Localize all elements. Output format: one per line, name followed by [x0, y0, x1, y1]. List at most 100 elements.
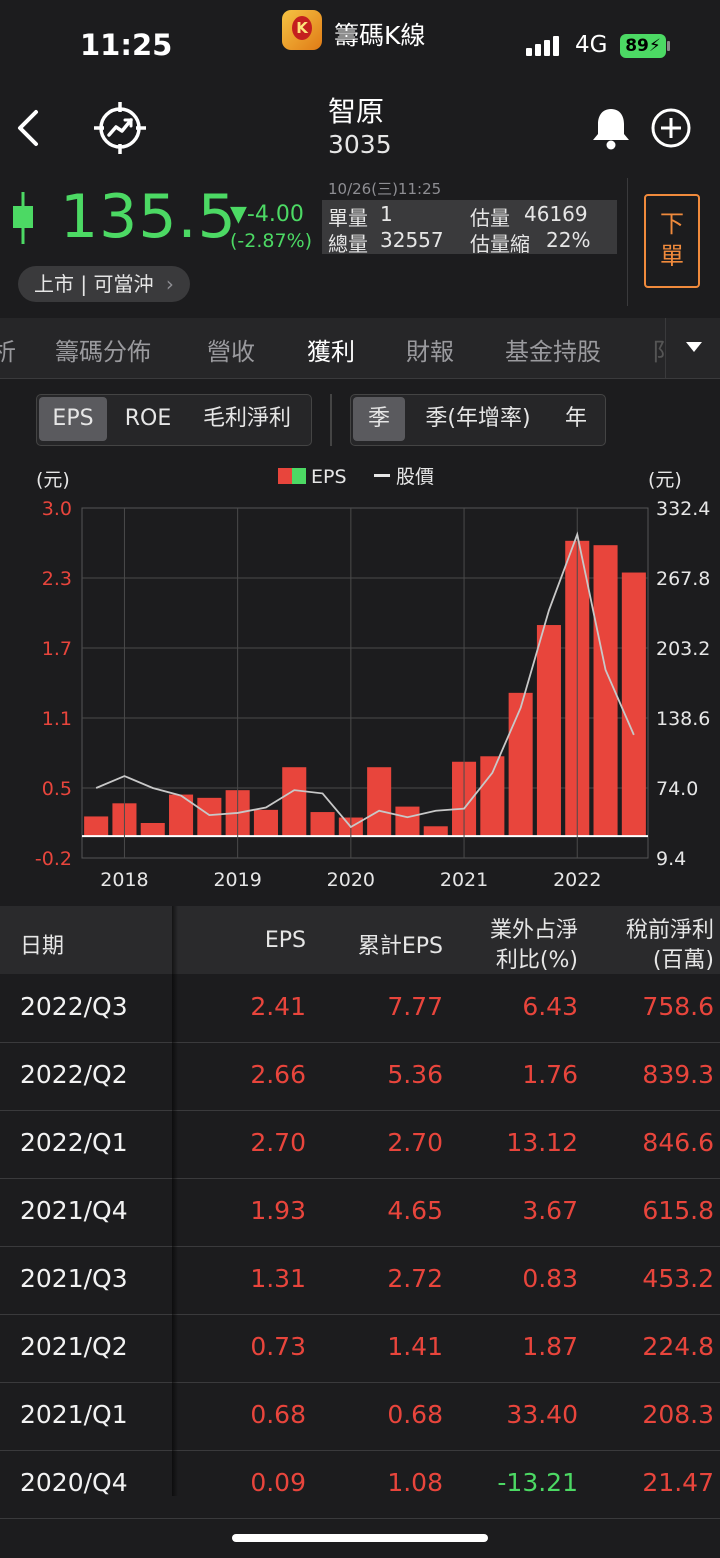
- x-tick-label: 2018: [100, 869, 148, 891]
- cell-cum-eps: 5.36: [387, 1060, 443, 1089]
- cell-date: 2021/Q3: [20, 1264, 128, 1293]
- tab-revenue[interactable]: 營收: [207, 338, 255, 366]
- legend-price-swatch: [374, 474, 390, 477]
- th-eps: EPS: [264, 928, 306, 953]
- seg-margin[interactable]: 毛利淨利: [202, 406, 291, 431]
- table-row[interactable]: 2021/Q4 1.93 4.65 3.67 615.8: [0, 1178, 720, 1247]
- y-tick-left: 0.5: [42, 778, 72, 800]
- cell-cum-eps: 4.65: [387, 1196, 443, 1225]
- cell-pretax-income: 846.6: [642, 1128, 714, 1157]
- est-volume-value: 46169: [524, 202, 588, 226]
- legend-eps-swatch-red: [278, 468, 292, 484]
- cell-pretax-income: 615.8: [642, 1196, 714, 1225]
- metric-segment: EPS ROE 毛利淨利: [36, 394, 312, 446]
- cell-eps: 1.31: [250, 1264, 306, 1293]
- total-volume-label: 總量: [328, 232, 368, 256]
- x-tick-label: 2020: [327, 869, 375, 891]
- frozen-column-shadow: [172, 906, 178, 1496]
- eps-bar: [423, 826, 448, 837]
- left-axis-unit: (元): [36, 469, 70, 491]
- seg-quarter-yoy[interactable]: 季(年增率): [425, 406, 531, 431]
- table-row[interactable]: 2022/Q3 2.41 7.77 6.43 758.6: [0, 974, 720, 1043]
- table-row[interactable]: 2022/Q2 2.66 5.36 1.76 839.3: [0, 1042, 720, 1111]
- unit-volume-label: 單量: [328, 206, 368, 230]
- tab-fund-holdings[interactable]: 基金持股: [505, 338, 601, 366]
- market-tag-button[interactable]: 上市 | 可當沖 ›: [18, 266, 190, 302]
- place-order-button[interactable]: 下單: [644, 194, 700, 288]
- tab-profit[interactable]: 獲利: [307, 338, 355, 366]
- th-pretax-line1: 稅前淨利: [625, 918, 714, 943]
- tab-analysis[interactable]: 析: [0, 338, 16, 366]
- app-name: 籌碼K線: [334, 21, 426, 50]
- add-watchlist-icon[interactable]: [650, 107, 692, 149]
- table-row[interactable]: 2020/Q4 0.09 1.08 -13.21 21.47: [0, 1450, 720, 1519]
- tab-more-button[interactable]: [665, 318, 720, 378]
- eps-bar: [593, 545, 618, 837]
- eps-chart: (元) (元) EPS 股價 3.0 332.4 2.3 267.8 1.7 203.2 1…: [35, 466, 710, 891]
- quote-datetime: 10/26(三)11:25: [328, 180, 442, 198]
- place-order-label: 下單: [660, 210, 684, 270]
- candle-icon: [10, 192, 36, 248]
- y-tick-left: 1.1: [42, 708, 72, 730]
- legend-eps-label: EPS: [311, 466, 347, 488]
- x-tick-label: 2019: [213, 869, 261, 891]
- seg-year[interactable]: 年: [564, 406, 587, 431]
- segment-divider: [330, 394, 332, 446]
- cell-eps: 0.68: [250, 1400, 306, 1429]
- trend-target-icon[interactable]: [94, 102, 146, 154]
- x-tick-label: 2021: [440, 869, 488, 891]
- cell-eps: 1.93: [250, 1196, 306, 1225]
- y-tick-left: 1.7: [42, 638, 72, 660]
- eps-bar: [84, 816, 109, 837]
- battery-level: 89: [625, 36, 649, 56]
- cell-nonop-ratio: -13.21: [497, 1468, 578, 1497]
- cell-cum-eps: 0.68: [387, 1400, 443, 1429]
- eps-bar: [253, 809, 278, 837]
- est-volume-label: 估量: [470, 206, 510, 230]
- tab-bar: 析 籌碼分佈 營收 獲利 財報 基金持股 阝: [0, 318, 720, 379]
- bell-icon[interactable]: [590, 106, 632, 150]
- table-row[interactable]: 2021/Q2 0.73 1.41 1.87 224.8: [0, 1314, 720, 1383]
- table-row[interactable]: 2021/Q3 1.31 2.72 0.83 453.2: [0, 1246, 720, 1315]
- table-row[interactable]: 2021/Q1 0.68 0.68 33.40 208.3: [0, 1382, 720, 1451]
- cell-nonop-ratio: 1.76: [522, 1060, 578, 1089]
- eps-bar: [197, 797, 222, 837]
- stock-name: 智原: [328, 95, 385, 128]
- x-tick-label: 2022: [553, 869, 601, 891]
- cell-pretax-income: 839.3: [642, 1060, 714, 1089]
- tab-chip-distribution[interactable]: 籌碼分佈: [55, 338, 151, 366]
- table-row[interactable]: 2022/Q1 2.70 2.70 13.12 846.6: [0, 1110, 720, 1179]
- home-indicator[interactable]: [232, 1534, 488, 1542]
- cell-nonop-ratio: 6.43: [522, 992, 578, 1021]
- legend-eps-swatch-green: [292, 468, 306, 484]
- cell-eps: 2.66: [250, 1060, 306, 1089]
- cell-pretax-income: 21.47: [642, 1468, 714, 1497]
- cell-date: 2020/Q4: [20, 1468, 128, 1497]
- seg-roe[interactable]: ROE: [124, 406, 172, 431]
- eps-bar: [480, 756, 505, 837]
- divider: [627, 178, 628, 306]
- y-tick-left: 3.0: [42, 498, 72, 520]
- volume-panel: 單量 1 估量 46169 總量 32557 估量縮 22%: [322, 200, 617, 256]
- back-icon[interactable]: [14, 108, 44, 148]
- price-change-pct: (-2.87%): [230, 230, 313, 252]
- y-tick-right: 332.4: [656, 498, 710, 520]
- cell-cum-eps: 2.72: [387, 1264, 443, 1293]
- th-cum-eps: 累計EPS: [357, 934, 443, 959]
- eps-bar: [282, 767, 307, 837]
- cell-date: 2022/Q1: [20, 1128, 128, 1157]
- est-shrink-label: 估量縮: [470, 232, 530, 256]
- tab-financials[interactable]: 財報: [406, 338, 454, 366]
- cell-nonop-ratio: 33.40: [506, 1400, 578, 1429]
- eps-bar: [536, 625, 561, 837]
- cell-cum-eps: 2.70: [387, 1128, 443, 1157]
- total-volume-value: 32557: [380, 228, 444, 252]
- y-tick-right: 267.8: [656, 568, 710, 590]
- table-header: 日期 EPS 累計EPS 業外占淨 利比(%) 稅前淨利 (百萬): [0, 906, 720, 974]
- seg-eps[interactable]: EPS: [39, 397, 107, 441]
- cell-date: 2022/Q3: [20, 992, 128, 1021]
- seg-quarter[interactable]: 季: [353, 397, 405, 441]
- th-date: 日期: [20, 934, 65, 959]
- network-type: 4G: [575, 32, 608, 58]
- status-time: 11:25: [80, 28, 173, 62]
